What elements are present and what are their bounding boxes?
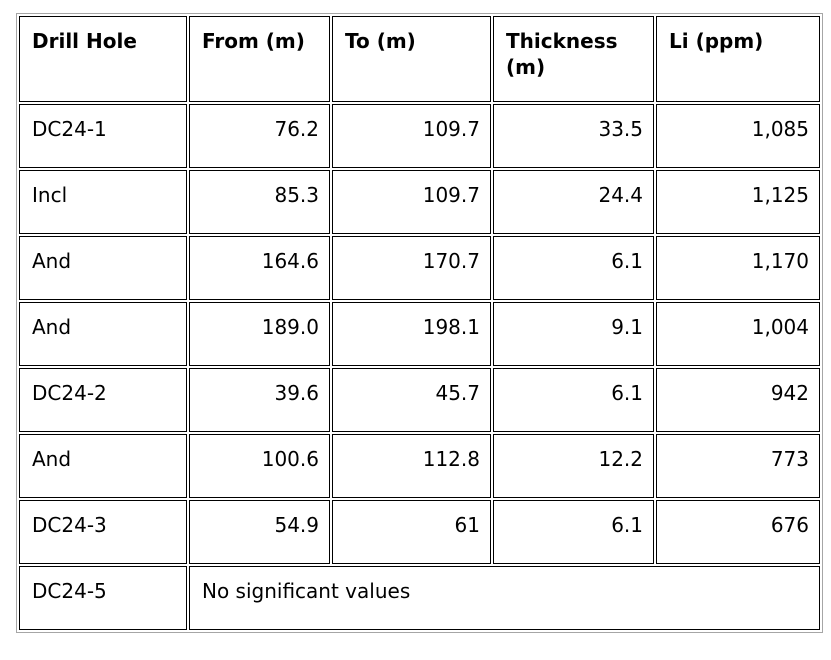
thickness-cell: 12.2 (493, 434, 654, 498)
column-header-from: From (m) (189, 16, 330, 102)
to-cell: 170.7 (332, 236, 491, 300)
to-cell: 112.8 (332, 434, 491, 498)
thickness-cell: 6.1 (493, 368, 654, 432)
drill-hole-cell: And (19, 302, 187, 366)
drill-hole-cell: Incl (19, 170, 187, 234)
from-cell: 85.3 (189, 170, 330, 234)
table-row: DC24-3 54.9 61 6.1 676 (19, 500, 820, 564)
li-ppm-cell: 676 (656, 500, 820, 564)
thickness-cell: 6.1 (493, 236, 654, 300)
table-row: And 100.6 112.8 12.2 773 (19, 434, 820, 498)
table-row: DC24-2 39.6 45.7 6.1 942 (19, 368, 820, 432)
drill-hole-cell: DC24-5 (19, 566, 187, 630)
li-ppm-cell: 1,004 (656, 302, 820, 366)
from-cell: 76.2 (189, 104, 330, 168)
to-cell: 109.7 (332, 104, 491, 168)
thickness-cell: 24.4 (493, 170, 654, 234)
column-header-thickness: Thickness (m) (493, 16, 654, 102)
drill-hole-cell: DC24-2 (19, 368, 187, 432)
column-header-li-ppm: Li (ppm) (656, 16, 820, 102)
to-cell: 61 (332, 500, 491, 564)
table-row: Incl 85.3 109.7 24.4 1,125 (19, 170, 820, 234)
drill-hole-cell: And (19, 236, 187, 300)
column-header-drill-hole: Drill Hole (19, 16, 187, 102)
drill-results-table: Drill Hole From (m) To (m) Thickness (m)… (16, 13, 823, 633)
from-cell: 39.6 (189, 368, 330, 432)
li-ppm-cell: 1,170 (656, 236, 820, 300)
drill-hole-cell: DC24-1 (19, 104, 187, 168)
table-row: And 189.0 198.1 9.1 1,004 (19, 302, 820, 366)
thickness-cell: 9.1 (493, 302, 654, 366)
from-cell: 164.6 (189, 236, 330, 300)
li-ppm-cell: 1,125 (656, 170, 820, 234)
drill-hole-cell: DC24-3 (19, 500, 187, 564)
from-cell: 189.0 (189, 302, 330, 366)
thickness-cell: 33.5 (493, 104, 654, 168)
column-header-to: To (m) (332, 16, 491, 102)
table-row: And 164.6 170.7 6.1 1,170 (19, 236, 820, 300)
li-ppm-cell: 1,085 (656, 104, 820, 168)
li-ppm-cell: 773 (656, 434, 820, 498)
table-row: DC24-5 No significant values (19, 566, 820, 630)
thickness-cell: 6.1 (493, 500, 654, 564)
from-cell: 100.6 (189, 434, 330, 498)
no-significant-values-cell: No significant values (189, 566, 820, 630)
to-cell: 45.7 (332, 368, 491, 432)
to-cell: 198.1 (332, 302, 491, 366)
table-row: DC24-1 76.2 109.7 33.5 1,085 (19, 104, 820, 168)
header-row: Drill Hole From (m) To (m) Thickness (m)… (19, 16, 820, 102)
to-cell: 109.7 (332, 170, 491, 234)
from-cell: 54.9 (189, 500, 330, 564)
drill-hole-cell: And (19, 434, 187, 498)
li-ppm-cell: 942 (656, 368, 820, 432)
